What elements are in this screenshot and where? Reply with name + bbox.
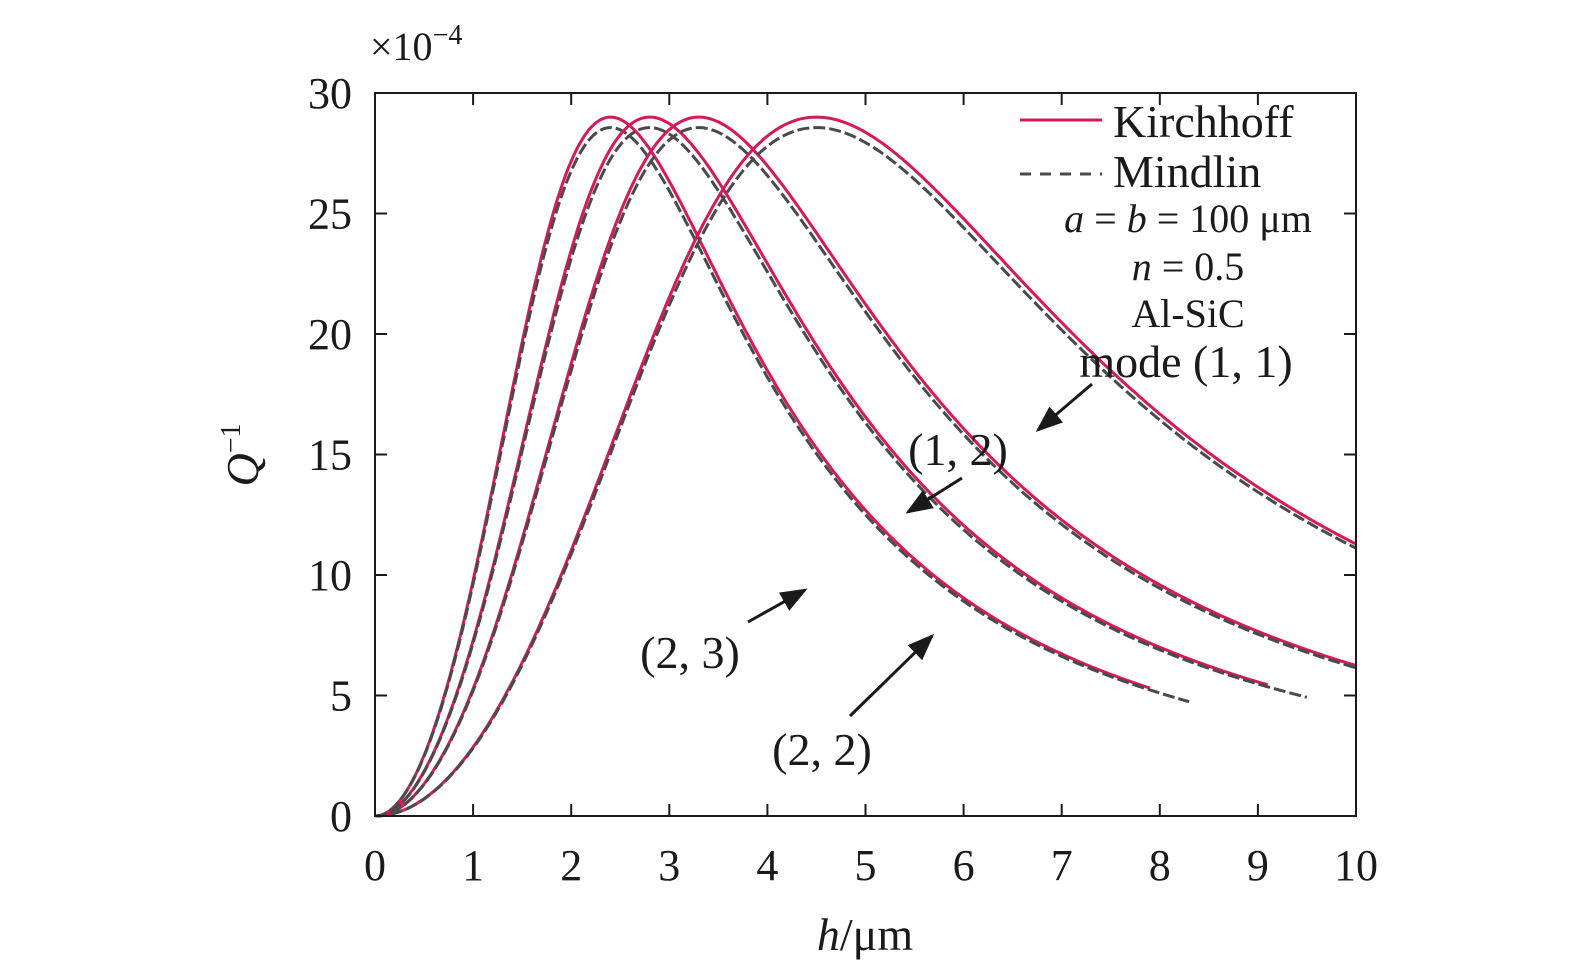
x-tick-label: 3 (658, 841, 680, 890)
x-tick-label: 9 (1247, 841, 1269, 890)
curves-layer (374, 115, 1357, 818)
param-n: n = 0.5 (1132, 244, 1245, 289)
annotation-mode-11: mode (1, 1) (1079, 336, 1292, 387)
x-tick-label: 10 (1334, 841, 1378, 890)
x-axis-label: h/μm (817, 909, 913, 960)
ticks-layer: 0 1 2 3 4 5 6 7 8 9 10 0 5 10 15 20 25 30 (308, 69, 1378, 890)
legend-mindlin-label: Mindlin (1113, 146, 1261, 197)
y-tick-label: 10 (308, 551, 352, 600)
legend: Kirchhoff Mindlin (1020, 96, 1294, 197)
y-tick-label: 20 (308, 310, 352, 359)
mindlin-curve-mode-23 (374, 126, 1190, 818)
y-tick-label: 5 (330, 672, 352, 721)
x-tick-label: 1 (462, 841, 484, 890)
x-tick-label: 6 (953, 841, 975, 890)
param-material: Al-SiC (1131, 291, 1244, 336)
x-tick-label: 7 (1051, 841, 1073, 890)
mindlin-curve-mode-22 (374, 126, 1308, 818)
x-tick-label: 4 (756, 841, 778, 890)
arrow-mode-22 (848, 633, 935, 718)
mindlin-curve-mode-12 (374, 126, 1357, 818)
mindlin-curve-mode-11 (374, 126, 1357, 818)
legend-kirchhoff-label: Kirchhoff (1113, 96, 1294, 147)
x-tick-label: 5 (855, 841, 877, 890)
arrow-mode-11 (1035, 382, 1093, 432)
y-tick-label: 15 (308, 431, 352, 480)
arrow-mode-12 (905, 476, 963, 514)
annotation-mode-23: (2, 3) (640, 627, 740, 678)
parameter-block: a = b = 100 μm n = 0.5 Al-SiC mode (1, 1… (1064, 196, 1312, 387)
param-dimensions: a = b = 100 μm (1064, 196, 1312, 241)
y-tick-label: 0 (330, 792, 352, 841)
y-scale-factor: ×10−4 (370, 20, 462, 69)
annotation-mode-12: (1, 2) (908, 424, 1008, 475)
arrow-mode-23 (747, 588, 808, 624)
x-tick-label: 0 (364, 841, 386, 890)
y-axis-label: Q−1 (216, 423, 268, 486)
y-tick-label: 30 (308, 69, 352, 118)
x-tick-label: 2 (560, 841, 582, 890)
y-tick-label: 25 (308, 190, 352, 239)
x-tick-label: 8 (1149, 841, 1171, 890)
annotation-mode-22: (2, 2) (772, 724, 872, 775)
